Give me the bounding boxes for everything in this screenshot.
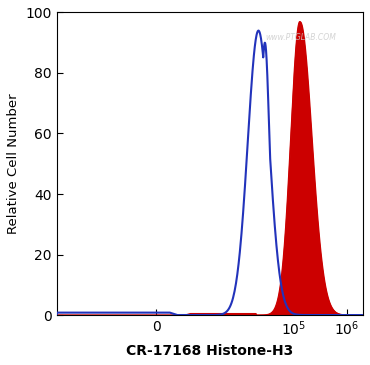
Text: www.PTGLAB.COM: www.PTGLAB.COM (265, 33, 336, 42)
Y-axis label: Relative Cell Number: Relative Cell Number (7, 93, 20, 234)
X-axis label: CR-17168 Histone-H3: CR-17168 Histone-H3 (126, 344, 293, 358)
